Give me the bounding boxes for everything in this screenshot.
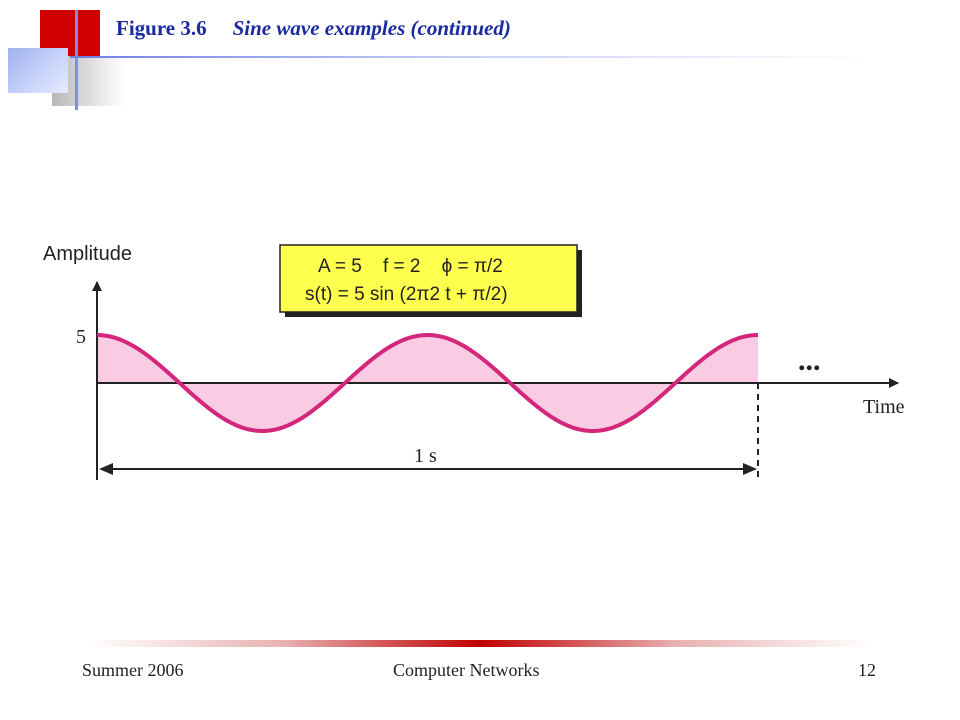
corner-blue-block (8, 48, 68, 93)
continuation-dots: ... (798, 344, 821, 377)
figure-title: Sine wave examples (continued) (232, 16, 511, 40)
duration-label: 1 s (414, 445, 437, 467)
footer-divider (90, 640, 870, 647)
corner-vertical-line (75, 10, 78, 110)
title-underline (70, 56, 870, 58)
param-box (279, 244, 578, 313)
param-line-1: A = 5 f = 2 ϕ = π/2 (318, 256, 503, 277)
param-line-2: s(t) = 5 sin (2π2 t + π/2) (305, 284, 508, 305)
footer-page-number: 12 (858, 660, 876, 680)
footer-center: Computer Networks (393, 660, 540, 680)
footer-left: Summer 2006 (82, 660, 184, 680)
duration-arrow-right-head (743, 463, 757, 475)
y-tick-label: 5 (76, 326, 86, 348)
figure-number: Figure 3.6 (116, 16, 207, 40)
duration-arrow-left-head (99, 463, 113, 475)
sine-wave (97, 333, 758, 433)
page-title: Figure 3.6 Sine wave examples (continued) (116, 16, 511, 41)
y-axis-label: Amplitude (43, 243, 132, 265)
x-axis-label: Time (863, 396, 905, 418)
